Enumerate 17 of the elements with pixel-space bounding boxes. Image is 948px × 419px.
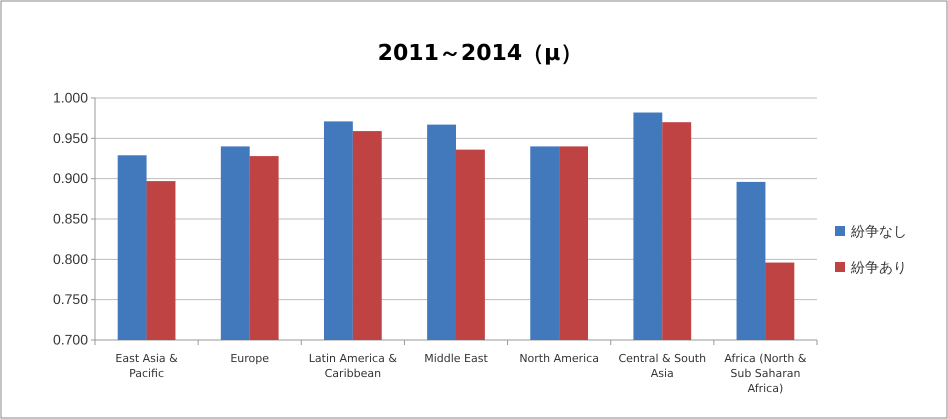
legend-label: 紛争あり	[850, 260, 907, 276]
x-tick-label: Central & South Asia	[618, 352, 706, 380]
y-tick-label: 0.950	[52, 130, 88, 146]
y-tick-label: 1.000	[52, 89, 88, 106]
chart-title: 2011～2014（μ）	[378, 41, 582, 66]
y-tick-label: 0.700	[52, 331, 88, 348]
x-tick-label: Latin America & Caribbean	[308, 352, 398, 380]
y-tick-label: 0.850	[52, 210, 88, 226]
y-tick-label: 0.900	[52, 170, 88, 186]
x-tick-label: North America	[519, 352, 599, 365]
x-tick-label: East Asia & Pacific	[115, 352, 178, 380]
y-tick-label: 0.800	[52, 250, 88, 267]
x-tick-label: Africa (North & Sub Saharan Africa)	[724, 352, 807, 395]
y-tick-label: 0.750	[52, 291, 88, 308]
x-tick-label: Middle East	[424, 352, 488, 365]
legend-label: 紛争なし	[850, 224, 907, 240]
x-tick-label: Europe	[230, 352, 270, 365]
